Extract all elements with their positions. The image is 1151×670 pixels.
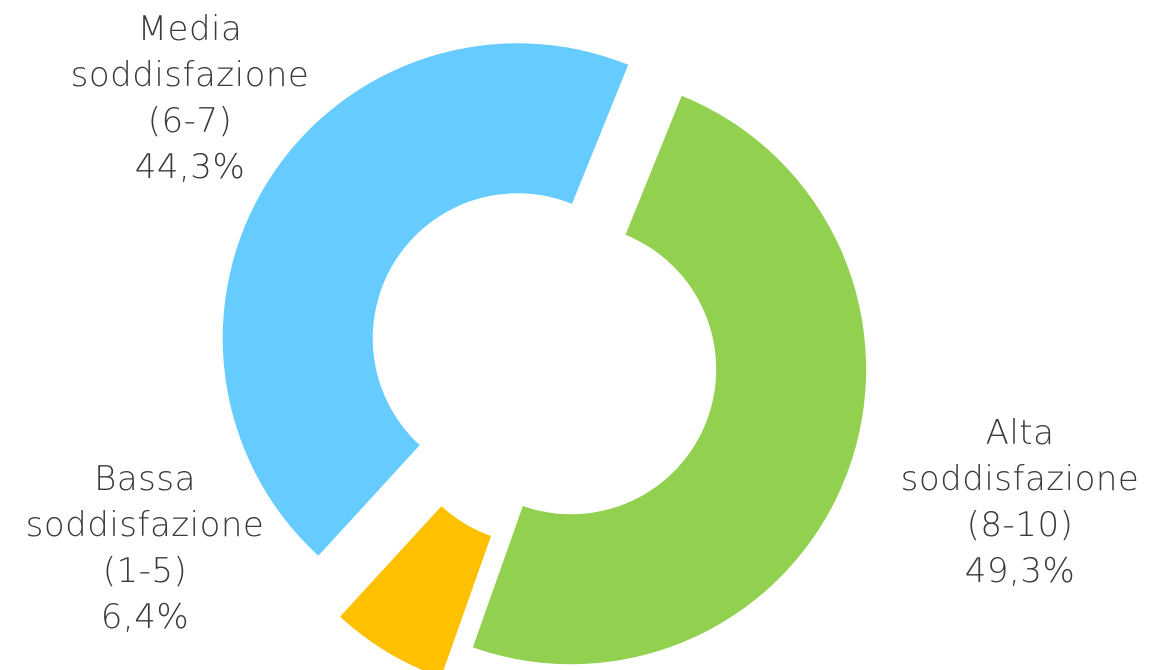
slice-label-media-range: (6-7) [147, 101, 233, 141]
slice-label-media: Media soddisfazione (6-7) 44,3% [40, 6, 340, 190]
slice-label-bassa-range: (1-5) [102, 551, 188, 591]
slice-label-alta-value: 49,3% [964, 551, 1076, 591]
slice-label-alta-line2: soddisfazione [900, 459, 1140, 499]
slice-label-bassa-line2: soddisfazione [25, 505, 265, 545]
donut-slice-media [222, 43, 629, 556]
donut-slice-bassa [340, 506, 492, 670]
slice-label-media-line1: Media [137, 9, 243, 49]
slice-label-bassa-value: 6,4% [100, 597, 190, 637]
slice-label-alta-range: (8-10) [966, 505, 1074, 545]
slice-label-alta: Alta soddisfazione (8-10) 49,3% [880, 410, 1151, 594]
donut-slice-alta [472, 95, 867, 665]
slice-label-media-value: 44,3% [134, 147, 246, 187]
slice-label-bassa-line1: Bassa [94, 459, 196, 499]
slice-label-media-line2: soddisfazione [70, 55, 310, 95]
slice-label-bassa: Bassa soddisfazione (1-5) 6,4% [0, 456, 290, 640]
slice-label-alta-line1: Alta [985, 413, 1055, 453]
